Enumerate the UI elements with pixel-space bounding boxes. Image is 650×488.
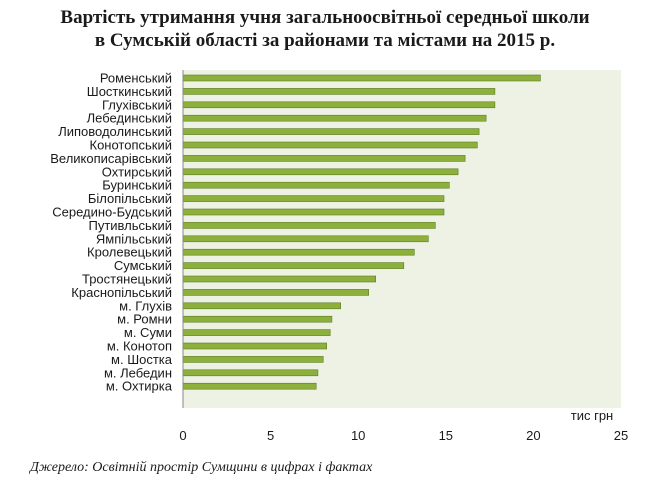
bar <box>182 342 327 350</box>
category-label: м. Ромни <box>117 312 172 327</box>
bar <box>182 128 480 135</box>
bar <box>182 302 341 310</box>
category-label: м. Суми <box>124 325 172 340</box>
category-label: м. Охтирка <box>106 379 173 394</box>
bar <box>182 248 415 256</box>
bars-group <box>182 74 541 390</box>
x-tick-labels: 0 5 10 15 20 25 <box>179 428 628 443</box>
category-label: Буринський <box>102 178 172 193</box>
x-tick-label: 15 <box>439 428 453 443</box>
x-tick-label: 20 <box>526 428 540 443</box>
category-label: м. Лебедин <box>104 365 172 380</box>
bar <box>182 208 445 216</box>
bar <box>182 114 487 122</box>
bar <box>182 356 324 363</box>
bar <box>182 155 466 162</box>
category-label: Ямпільський <box>96 231 172 246</box>
category-label: Путивльський <box>88 218 172 233</box>
category-labels: РоменськийШосткинськийГлухівськийЛебедин… <box>50 71 173 394</box>
x-tick-label: 5 <box>267 428 274 443</box>
category-label: Липоводолинський <box>58 124 172 139</box>
category-label: Охтирський <box>102 164 172 179</box>
bar <box>182 369 319 377</box>
bar <box>182 195 445 202</box>
bar <box>182 74 541 82</box>
bar <box>182 235 429 243</box>
x-tick-label: 10 <box>351 428 365 443</box>
bar <box>182 88 496 95</box>
bar <box>182 222 436 229</box>
bar <box>182 101 496 109</box>
chart-title-line1: Вартість утримання учня загальноосвітньо… <box>60 7 590 28</box>
category-label: Білопільський <box>88 191 172 206</box>
x-tick-label: 25 <box>614 428 628 443</box>
bar <box>182 181 450 189</box>
bar <box>182 382 317 390</box>
category-label: Сумський <box>114 258 172 273</box>
bar <box>182 262 405 269</box>
category-label: Роменський <box>100 71 172 86</box>
bar <box>182 141 478 149</box>
category-label: Лебединський <box>87 111 172 126</box>
source-note: Джерело: Освітній простір Сумщини в цифр… <box>30 460 373 475</box>
category-label: Конотопський <box>90 138 173 153</box>
bar <box>182 315 333 323</box>
category-label: м. Шостка <box>111 352 173 367</box>
x-axis-unit-label: тис грн <box>571 408 613 423</box>
category-label: Шосткинський <box>87 84 172 99</box>
category-label: Глухівський <box>102 97 172 112</box>
bar <box>182 329 331 336</box>
category-label: Кролевецький <box>87 245 172 260</box>
category-label: Середино-Будський <box>52 205 172 220</box>
chart-title-line2: в Сумській області за районами та містам… <box>94 30 556 51</box>
bar <box>182 168 459 176</box>
bar <box>182 275 376 283</box>
category-label: м. Глухів <box>119 298 172 313</box>
chart-title: Вартість утримання учня загальноосвітньо… <box>0 6 650 52</box>
bar <box>182 289 369 296</box>
category-label: Тростянецький <box>82 272 172 287</box>
x-tick-label: 0 <box>179 428 186 443</box>
category-label: Великописарівський <box>50 151 172 166</box>
category-label: Краснопільський <box>71 285 172 300</box>
category-label: м. Конотоп <box>107 339 172 354</box>
